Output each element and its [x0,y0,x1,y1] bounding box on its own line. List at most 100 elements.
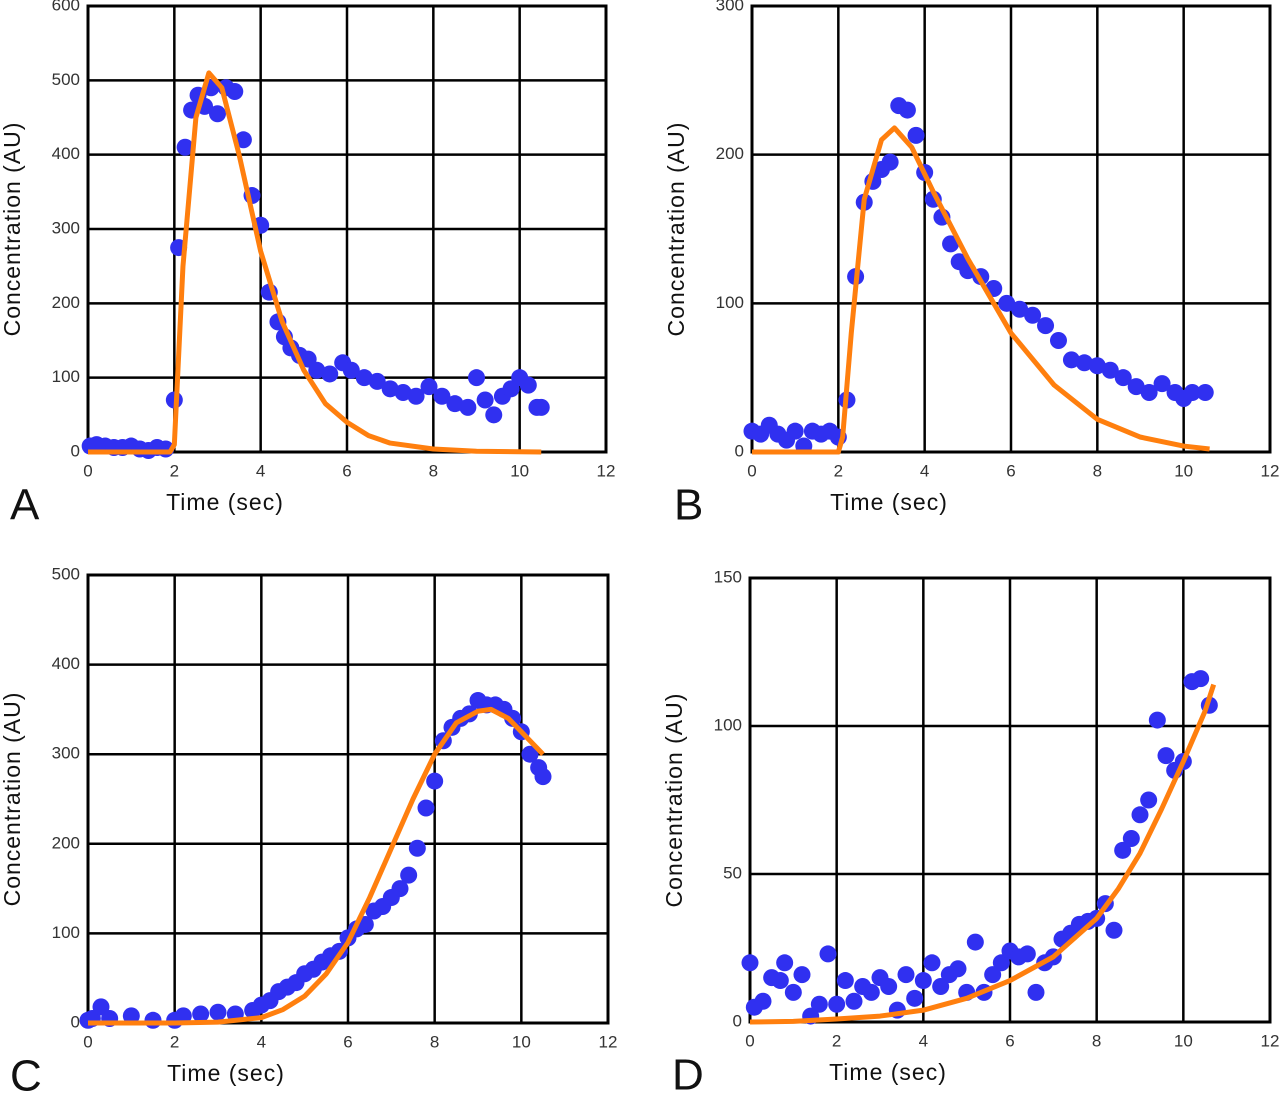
x-axis-label: Time (sec) [167,1060,285,1086]
data-point [906,989,924,1007]
x-tick-label: 4 [920,461,929,480]
data-point [741,954,759,972]
y-tick-label: 500 [52,564,80,583]
x-axis-label: Time (sec) [830,489,948,515]
y-tick-label: 100 [716,293,744,312]
data-point [1018,945,1036,963]
data-point [793,966,811,984]
data-point [819,945,837,963]
plot-frame [748,576,1272,1024]
y-tick-label: 150 [714,567,742,586]
data-point [949,960,967,978]
panel-label: C [10,1052,42,1093]
data-point [923,954,941,972]
y-tick-label: 600 [52,0,80,14]
data-point [1140,384,1158,402]
data-point [1037,317,1055,335]
data-point [400,866,418,884]
plot-frame [86,573,610,1025]
y-tick-label: 400 [52,654,80,673]
y-axis-label: Concentration (AU) [0,692,25,907]
y-tick-label: 0 [733,1011,742,1030]
data-point [942,235,960,253]
y-tick-label: 100 [52,367,80,386]
x-tick-label: 6 [342,461,351,480]
panel: 0 2 4 6 8 10 12 0 100 200 300 400 500 600 Concentratio… [0,0,615,530]
plot-frame [86,4,608,454]
x-tick-label: 10 [512,1032,531,1051]
data-point [914,972,932,990]
x-tick-label: 6 [1006,461,1015,480]
panel: 0 2 4 6 8 10 12 0 50 100 150 Concentration (AU) Time… [661,567,1279,1093]
data-point [880,977,898,995]
data-point [1183,384,1201,402]
data-point [836,972,854,990]
panel-label: A [10,481,40,530]
y-tick-label: 0 [71,441,80,460]
data-point [368,372,386,390]
x-tick-label: 4 [919,1031,928,1050]
data-point [381,380,399,398]
data-point [784,983,802,1001]
data-point [209,105,226,123]
data-point [209,1003,227,1021]
x-tick-label: 8 [1093,461,1102,480]
data-point [485,406,503,424]
y-tick-label: 300 [52,744,80,763]
panel: 0 2 4 6 8 10 12 0 100 200 300 400 500 Concentration (… [0,564,617,1093]
y-tick-label: 100 [714,715,742,734]
data-point [1127,378,1145,396]
y-tick-label: 500 [52,70,80,89]
data-point [417,799,435,817]
data-point [1140,791,1158,809]
data-point [907,126,925,144]
data-point [532,398,550,416]
y-tick-label: 0 [735,441,744,460]
x-tick-label: 2 [170,1032,179,1051]
data-point [342,361,360,379]
x-tick-label: 10 [510,461,529,480]
data-point [433,387,451,405]
x-tick-label: 2 [170,461,179,480]
data-point [897,966,915,984]
data-point [476,391,494,409]
y-axis-label: Concentration (AU) [0,122,25,337]
data-point [1011,300,1029,318]
y-tick-label: 0 [71,1012,80,1031]
x-tick-label: 0 [83,1032,92,1051]
x-tick-label: 2 [832,1031,841,1050]
y-axis-label: Concentration (AU) [661,693,687,908]
fit-curve [88,70,542,455]
data-point [754,992,772,1010]
fit-curve [88,706,545,1026]
data-point [1192,670,1210,688]
data-point [1088,357,1106,375]
data-point [984,966,1002,984]
data-point [786,422,804,440]
data-point [1101,361,1119,379]
data-point [992,954,1010,972]
data-point [845,992,863,1010]
data-point [1157,747,1175,765]
y-tick-label: 300 [716,0,744,14]
data-point [932,977,950,995]
data-point [776,954,794,972]
x-tick-label: 8 [430,1032,439,1051]
data-point [1075,354,1093,372]
y-tick-label: 200 [52,293,80,312]
data-point [1153,375,1171,393]
data-point [321,365,339,383]
data-point [1131,806,1149,824]
x-tick-label: 0 [747,461,756,480]
fit-curve [749,683,1217,1025]
x-tick-label: 8 [429,461,438,480]
y-axis-label: Concentration (AU) [663,122,689,337]
data-point [771,972,789,990]
fit-curve [752,125,1210,455]
data-point [521,745,539,763]
x-tick-label: 8 [1092,1031,1101,1050]
data-point [1024,306,1042,324]
data-point [504,709,522,727]
x-tick-label: 4 [257,1032,266,1051]
